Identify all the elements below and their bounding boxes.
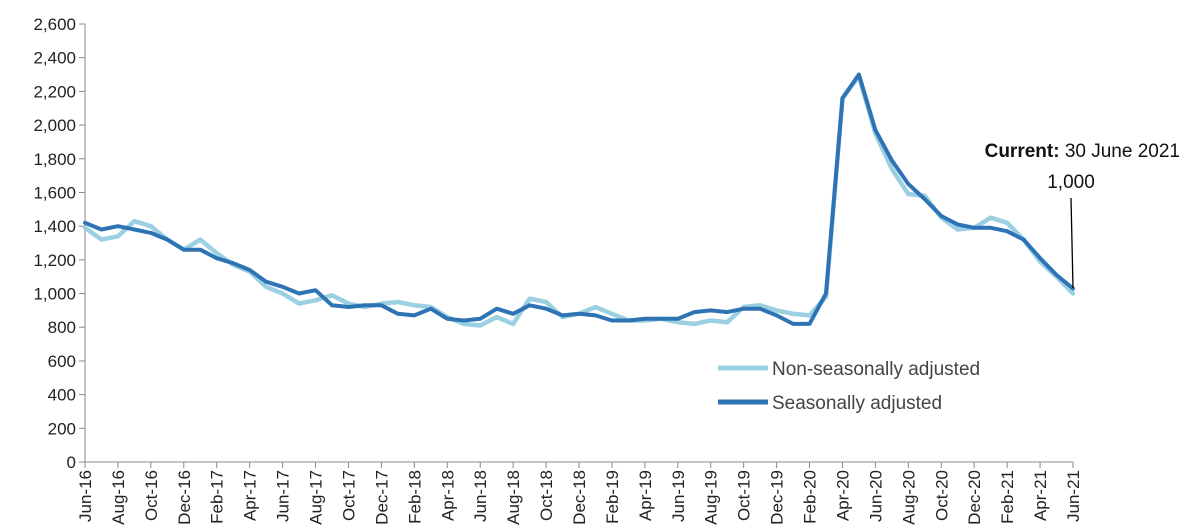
y-axis: 0 200 400 600 800 1,000 1,200 1,400 1,600 1,800 2,… <box>33 15 86 472</box>
x-tick-label: Oct-18 <box>537 470 556 521</box>
y-tick-label: 2,600 <box>33 15 76 34</box>
x-tick-label: Apr-21 <box>1031 470 1050 521</box>
series-line-seasonal <box>83 72 1075 326</box>
x-tick-label: Feb-19 <box>603 470 622 524</box>
x-tick-label: Aug-17 <box>307 470 326 525</box>
y-tick-label: 800 <box>48 318 76 337</box>
annotation-value: 1,000 <box>1047 172 1095 193</box>
x-tick-label: Jun-20 <box>866 470 885 522</box>
legend-label-non-seasonal: Non-seasonally adjusted <box>772 359 980 380</box>
x-tick-label: Dec-17 <box>372 470 391 525</box>
y-tick-label: 600 <box>48 352 76 371</box>
x-tick-label: Apr-20 <box>833 470 852 521</box>
x-tick-label: Aug-16 <box>109 470 128 525</box>
y-tick-label: 1,400 <box>33 217 76 236</box>
x-tick-label: Feb-20 <box>801 470 820 524</box>
x-tick-label: Dec-19 <box>768 470 787 525</box>
annotation-bold-label: Current: <box>985 141 1060 162</box>
y-tick-label: 2,400 <box>33 49 76 68</box>
x-tick-label: Dec-20 <box>965 470 984 525</box>
x-tick-label: Apr-19 <box>636 470 655 521</box>
y-tick-label: 2,000 <box>33 116 76 135</box>
x-tick-label: Jun-21 <box>1064 470 1083 522</box>
annotation-title: Current: 30 June 2021 <box>985 141 1180 162</box>
x-tick-label: Jun-19 <box>669 470 688 522</box>
y-tick-label: 400 <box>48 386 76 405</box>
x-tick-label: Dec-18 <box>570 470 589 525</box>
x-tick-label: Dec-16 <box>175 470 194 525</box>
current-annotation: Current: 30 June 2021 1,000 <box>985 141 1180 289</box>
x-tick-label: Jun-18 <box>471 470 490 522</box>
x-tick-label: Oct-16 <box>142 470 161 521</box>
y-tick-label: 1,200 <box>33 251 76 270</box>
x-tick-label: Aug-19 <box>702 470 721 525</box>
x-tick-label: Aug-18 <box>504 470 523 525</box>
y-tick-label: 200 <box>48 419 76 438</box>
x-tick-label: Apr-17 <box>241 470 260 521</box>
x-tick-label: Oct-20 <box>932 470 951 521</box>
y-tick-label: 1,600 <box>33 183 76 202</box>
series-layer <box>82 72 1076 328</box>
y-tick-label: 1,000 <box>33 285 76 304</box>
x-tick-label: Jun-17 <box>274 470 293 522</box>
annotation-pointer <box>1070 197 1074 289</box>
y-tick-label: 1,800 <box>33 150 76 169</box>
y-tick-label: 2,200 <box>33 82 76 101</box>
legend-label-seasonal: Seasonally adjusted <box>772 393 942 414</box>
x-tick-label: Feb-18 <box>405 470 424 524</box>
x-tick-label: Aug-20 <box>899 470 918 525</box>
y-tick-label: 0 <box>67 453 76 472</box>
x-axis: Jun-16 Aug-16 Oct-16 Dec-16 Feb-17 Apr-17 Jun-… <box>76 461 1083 525</box>
x-tick-label: Jun-16 <box>76 470 95 522</box>
x-tick-label: Feb-17 <box>208 470 227 524</box>
annotation-date: 30 June 2021 <box>1060 141 1180 162</box>
x-tick-label: Oct-17 <box>339 470 358 521</box>
legend: Non-seasonally adjusted Seasonally adjus… <box>718 359 980 414</box>
x-tick-label: Oct-19 <box>735 470 754 521</box>
x-tick-label: Feb-21 <box>998 470 1017 524</box>
x-tick-label: Apr-18 <box>438 470 457 521</box>
